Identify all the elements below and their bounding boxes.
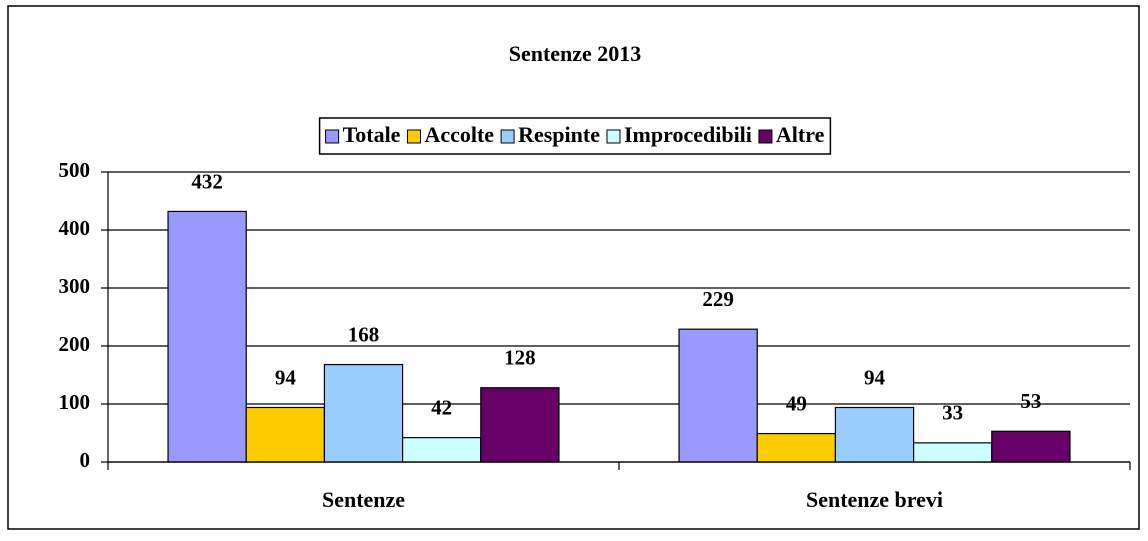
data-label: 94 <box>864 365 886 389</box>
data-label: 49 <box>786 391 807 415</box>
legend-label: Altre <box>776 122 825 147</box>
y-tick-label: 0 <box>80 448 91 472</box>
y-tick-label: 200 <box>59 332 91 356</box>
legend-swatch <box>325 129 340 144</box>
bar <box>756 432 837 463</box>
bar <box>991 430 1071 463</box>
data-label: 94 <box>275 365 297 389</box>
bar <box>167 210 247 463</box>
data-label: 42 <box>431 395 452 419</box>
legend-swatch <box>758 129 773 144</box>
bar <box>401 437 482 463</box>
legend-label: Accolte <box>424 122 494 147</box>
legend-swatch <box>500 129 515 144</box>
legend-swatch <box>406 129 421 144</box>
y-tick-label: 100 <box>59 390 91 414</box>
bar <box>323 363 404 463</box>
x-tick-label: Sentenze <box>322 487 405 512</box>
data-label: 53 <box>1020 389 1041 413</box>
data-label: 33 <box>942 401 963 425</box>
bar <box>678 328 758 463</box>
legend: Totale Accolte Respinte Improcedibili Altre <box>318 117 832 155</box>
bar <box>834 406 915 463</box>
y-tick-label: 500 <box>59 158 91 182</box>
data-label: 168 <box>348 322 380 346</box>
legend-label: Improcedibili <box>624 122 752 147</box>
chart-title: Sentenze 2013 <box>509 41 642 66</box>
data-label: 128 <box>504 346 536 370</box>
y-tick-label: 300 <box>59 274 91 298</box>
y-tick-label: 400 <box>59 216 91 240</box>
legend-label: Totale <box>343 122 401 147</box>
bar <box>245 406 326 463</box>
legend-swatch <box>606 129 621 144</box>
legend-label: Respinte <box>518 122 600 147</box>
data-label: 432 <box>191 169 223 193</box>
data-label: 229 <box>702 287 734 311</box>
bar <box>480 387 560 463</box>
bar <box>912 442 993 463</box>
legend-box <box>318 117 832 155</box>
x-tick-label: Sentenze brevi <box>806 487 943 512</box>
